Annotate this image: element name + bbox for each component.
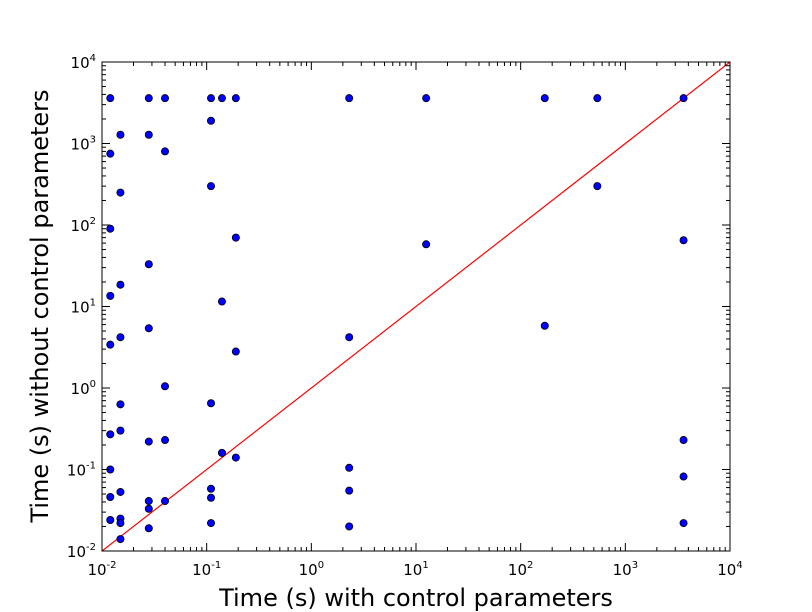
data-point-13 xyxy=(116,400,125,409)
data-points xyxy=(106,94,688,544)
x-tick-label: 10-1 xyxy=(192,560,221,579)
data-point-34 xyxy=(206,182,215,191)
x-tick-label: 104 xyxy=(717,560,742,579)
data-point-42 xyxy=(231,94,240,103)
reference-line-y-equals-x xyxy=(102,62,730,551)
data-point-21 xyxy=(144,260,153,269)
data-point-2 xyxy=(106,224,115,233)
data-point-56 xyxy=(593,182,602,191)
data-point-54 xyxy=(540,321,549,330)
data-point-15 xyxy=(116,487,125,496)
data-point-40 xyxy=(217,297,226,306)
data-point-60 xyxy=(679,472,688,481)
data-point-43 xyxy=(231,233,240,242)
data-point-29 xyxy=(161,382,170,391)
data-point-58 xyxy=(679,236,688,245)
data-point-46 xyxy=(345,94,354,103)
data-point-41 xyxy=(217,448,226,457)
x-tick-label: 10-2 xyxy=(87,560,116,579)
data-point-47 xyxy=(345,333,354,342)
data-point-10 xyxy=(116,188,125,197)
data-point-17 xyxy=(116,519,125,528)
data-point-33 xyxy=(206,116,215,125)
y-tick-label: 102 xyxy=(71,216,96,235)
y-tick-label: 10-1 xyxy=(67,461,96,480)
x-tick-label: 102 xyxy=(508,560,533,579)
axis-ticks xyxy=(101,61,731,552)
data-point-28 xyxy=(161,147,170,156)
data-point-37 xyxy=(206,493,215,502)
data-point-30 xyxy=(161,436,170,445)
data-point-50 xyxy=(345,522,354,531)
data-point-18 xyxy=(116,535,125,544)
data-point-8 xyxy=(106,516,115,525)
x-tick-label: 101 xyxy=(403,560,428,579)
y-tick-label: 104 xyxy=(71,53,96,72)
x-tick-label: 100 xyxy=(299,560,324,579)
y-tick-label: 103 xyxy=(71,135,96,154)
data-point-7 xyxy=(106,492,115,501)
data-point-5 xyxy=(106,430,115,439)
y-tick-label: 101 xyxy=(71,298,96,317)
y-axis-label: Time (s) without control parameters xyxy=(26,89,54,523)
data-point-31 xyxy=(161,497,170,506)
data-point-44 xyxy=(231,347,240,356)
data-point-9 xyxy=(116,130,125,139)
data-point-53 xyxy=(540,94,549,103)
data-point-25 xyxy=(144,504,153,513)
x-axis-label: Time (s) with control parameters xyxy=(218,584,613,612)
data-point-59 xyxy=(679,436,688,445)
data-point-48 xyxy=(345,463,354,472)
data-point-38 xyxy=(206,519,215,528)
tick-labels: 10-2 10-1 100 101 102 103 104 10-2 10-1 100 101 102… xyxy=(67,53,743,579)
data-point-1 xyxy=(106,149,115,158)
data-point-55 xyxy=(593,94,602,103)
data-point-3 xyxy=(106,291,115,300)
data-point-27 xyxy=(161,94,170,103)
data-point-12 xyxy=(116,333,125,342)
data-point-14 xyxy=(116,426,125,435)
data-point-35 xyxy=(206,399,215,408)
data-point-4 xyxy=(106,340,115,349)
data-point-52 xyxy=(422,240,431,249)
data-point-45 xyxy=(231,453,240,462)
data-point-26 xyxy=(144,524,153,533)
data-point-36 xyxy=(206,484,215,493)
data-point-24 xyxy=(144,497,153,506)
y-tick-label: 10-2 xyxy=(67,542,96,561)
data-point-20 xyxy=(144,130,153,139)
data-point-19 xyxy=(144,94,153,103)
y-tick-label: 100 xyxy=(71,379,96,398)
data-point-11 xyxy=(116,280,125,289)
data-point-39 xyxy=(217,94,226,103)
data-point-51 xyxy=(422,94,431,103)
data-point-32 xyxy=(206,94,215,103)
data-point-22 xyxy=(144,324,153,333)
x-tick-label: 103 xyxy=(613,560,638,579)
data-point-49 xyxy=(345,486,354,495)
data-point-61 xyxy=(679,519,688,528)
data-point-57 xyxy=(679,94,688,103)
data-point-23 xyxy=(144,437,153,446)
data-point-0 xyxy=(106,94,115,103)
